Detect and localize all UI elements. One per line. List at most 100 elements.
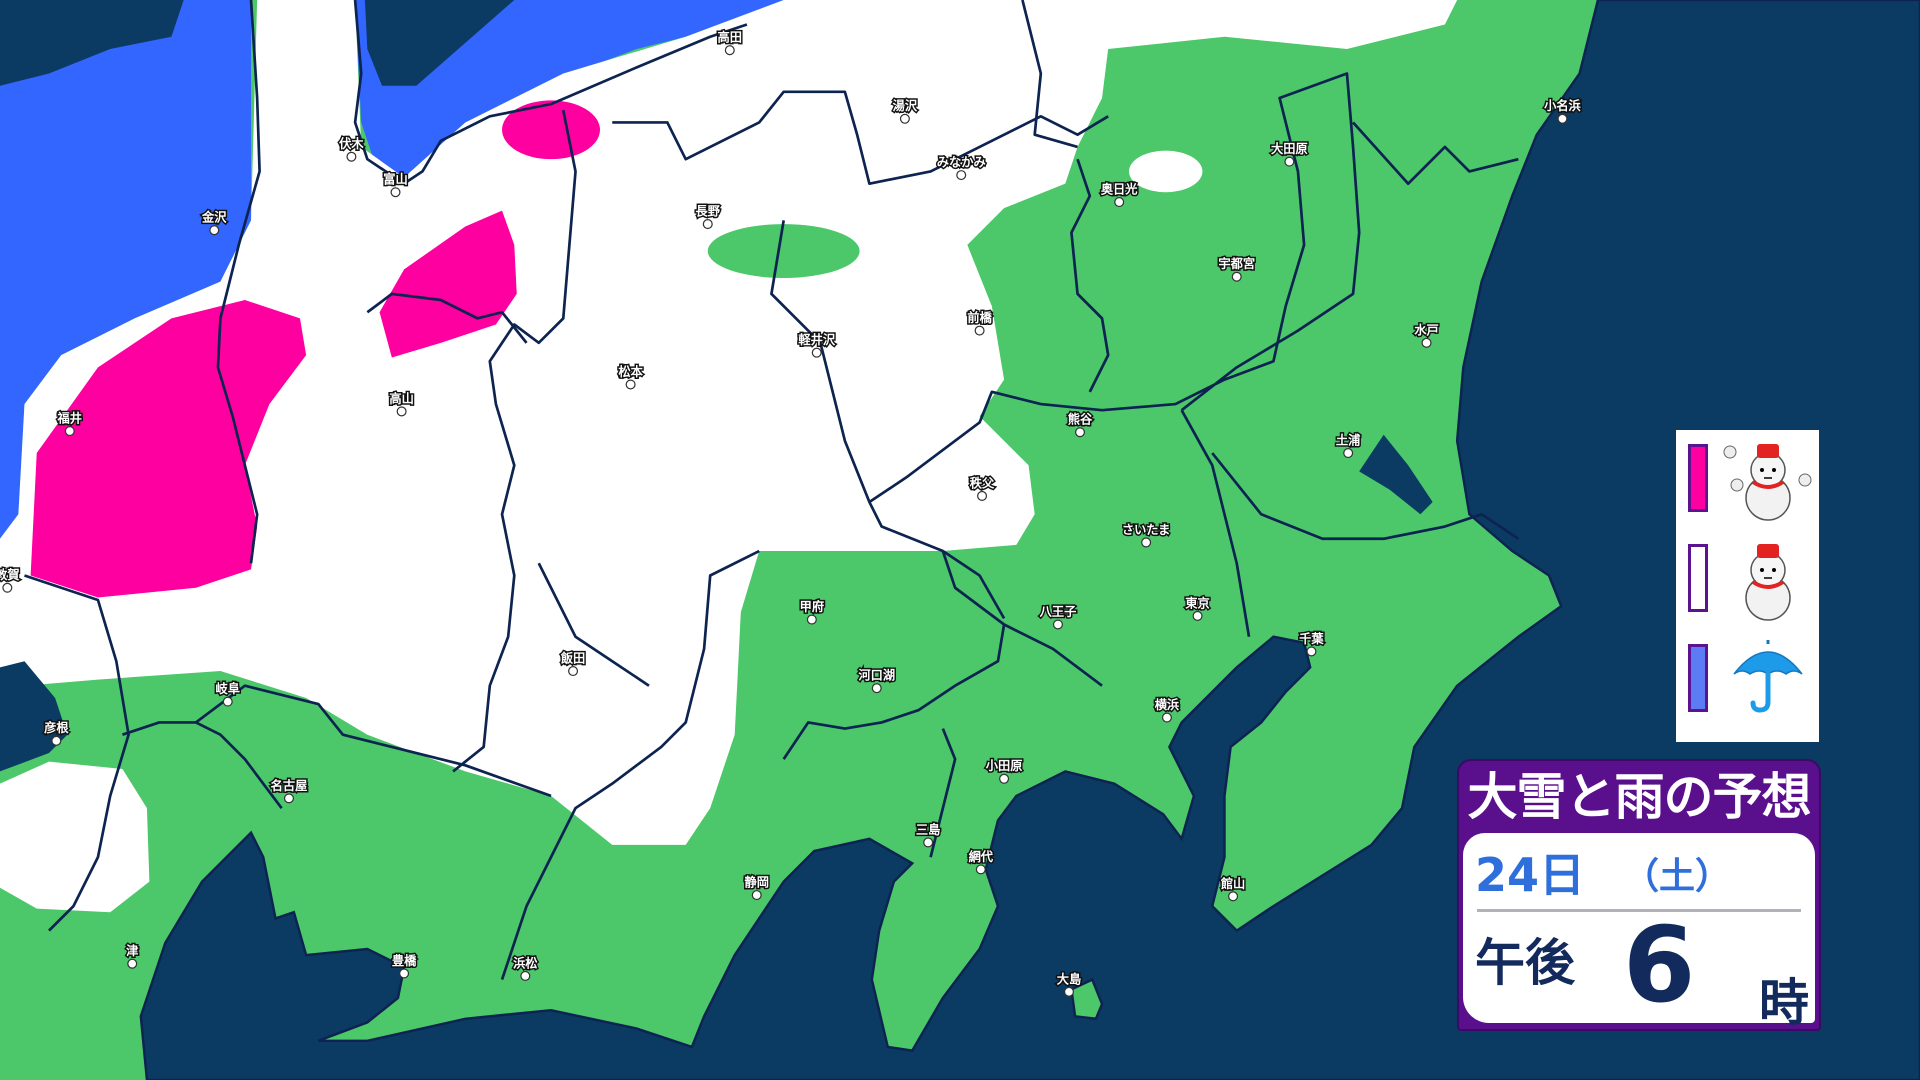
city-dot xyxy=(871,683,882,694)
city-marker: 大田原 xyxy=(1270,140,1309,167)
city-dot xyxy=(625,379,636,390)
city-dot xyxy=(1228,891,1239,902)
oshima-island xyxy=(1070,977,1104,1021)
kasumigaura-lake xyxy=(1359,434,1433,515)
city-label: 浜松 xyxy=(513,955,538,970)
city-dot xyxy=(399,968,410,979)
city-marker: 水戸 xyxy=(1413,321,1440,348)
rain-area-nagano xyxy=(707,224,860,278)
city-label: 奥日光 xyxy=(1100,181,1138,196)
city-dot xyxy=(1141,537,1152,548)
city-dot xyxy=(2,582,13,593)
city-marker: さいたま xyxy=(1120,521,1172,548)
city-marker: 土浦 xyxy=(1334,431,1362,459)
umbrella-icon xyxy=(1733,640,1803,713)
city-label: 湯沢 xyxy=(893,98,918,113)
divider xyxy=(1477,909,1801,912)
city-dot xyxy=(390,187,401,198)
city-dot xyxy=(956,170,967,181)
city-label: 岐阜 xyxy=(216,681,240,696)
city-marker: みなかみ xyxy=(935,154,987,181)
city-label: 富山 xyxy=(383,172,407,187)
city-marker: 横浜 xyxy=(1153,696,1181,723)
sea-area-north-west xyxy=(0,0,184,86)
city-label: 高田 xyxy=(718,30,742,45)
city-marker: 熊谷 xyxy=(1066,410,1094,438)
city-dot xyxy=(1284,156,1295,167)
city-dot xyxy=(1052,619,1063,630)
city-label: 伏木 xyxy=(339,136,364,151)
city-dot xyxy=(51,735,62,746)
heavy-snow-area-fukui xyxy=(30,300,307,598)
city-label: 長野 xyxy=(696,204,721,219)
city-marker: 彦根 xyxy=(43,719,71,746)
city-dot xyxy=(1063,986,1075,997)
rain-area-west xyxy=(0,0,252,539)
city-label: 彦根 xyxy=(44,720,69,735)
sea-area-toyama xyxy=(364,0,515,86)
city-marker: 伏木 xyxy=(338,135,366,162)
city-dot xyxy=(209,225,220,236)
city-marker: 河口湖 xyxy=(857,666,897,694)
city-marker: 金沢 xyxy=(200,208,229,236)
city-marker: 秩父 xyxy=(968,474,997,501)
city-label: 津 xyxy=(126,943,138,958)
snowman-icon xyxy=(1745,544,1791,621)
forecast-weekday: （土） xyxy=(1623,856,1732,897)
city-label: 館山 xyxy=(1221,876,1245,891)
city-label: 小田原 xyxy=(986,758,1023,773)
city-dot xyxy=(806,614,817,625)
city-dot xyxy=(346,151,357,162)
legend-swatch-snow xyxy=(1688,544,1708,612)
city-label: 福井 xyxy=(57,410,82,425)
city-marker: 甲府 xyxy=(798,598,826,625)
city-label: 宇都宮 xyxy=(1218,256,1255,271)
city-marker: 千葉 xyxy=(1298,629,1326,657)
city-marker: 名古屋 xyxy=(269,776,309,804)
city-label: 網代 xyxy=(969,849,994,864)
city-marker: 小名浜 xyxy=(1543,97,1583,124)
forecast-hour-unit: 時 xyxy=(1759,974,1809,1032)
city-marker: 館山 xyxy=(1219,874,1247,902)
forecast-time-panel: 24日 （土） 午後 6 時 xyxy=(1463,833,1815,1032)
city-marker: 長野 xyxy=(694,202,722,230)
city-marker: 前橋 xyxy=(966,309,994,336)
city-dot xyxy=(899,113,910,124)
city-dot xyxy=(1557,113,1568,124)
city-marker: 浜松 xyxy=(512,954,540,981)
snow-area-nikko xyxy=(1128,150,1203,193)
forecast-date: 24日 xyxy=(1475,848,1586,902)
city-label: さいたま xyxy=(1122,523,1171,537)
city-label: 横浜 xyxy=(1155,697,1180,712)
city-marker: 高山 xyxy=(388,389,415,417)
city-marker: 東京 xyxy=(1184,594,1211,621)
city-label: 前橋 xyxy=(967,310,992,325)
city-label: 名古屋 xyxy=(271,778,308,793)
city-marker: 敦賀 xyxy=(0,566,22,593)
biwa-lake xyxy=(0,661,68,772)
forecast-title: 大雪と雨の予想 xyxy=(1467,768,1812,826)
snowman-heavy-snow-icon xyxy=(1723,444,1812,521)
city-label: 八王子 xyxy=(1039,605,1077,619)
city-marker: 奥日光 xyxy=(1098,180,1139,208)
city-dot xyxy=(923,837,934,848)
city-label: 飯田 xyxy=(560,650,585,665)
city-label: 静岡 xyxy=(744,875,768,890)
city-marker: 富山 xyxy=(382,170,409,198)
forecast-info-box: 大雪と雨の予想 24日 （土） 午後 6 時 xyxy=(1457,759,1821,1032)
heavy-snow-area-gifu xyxy=(379,210,517,358)
city-dot xyxy=(999,773,1010,784)
city-dot xyxy=(127,958,138,969)
heavy-snow-area-niigata xyxy=(502,100,600,160)
city-label: 熊谷 xyxy=(1068,412,1093,427)
city-label: 大田原 xyxy=(1271,141,1308,156)
city-dot xyxy=(1343,448,1354,459)
city-dot xyxy=(396,406,407,417)
city-marker: 軽井沢 xyxy=(797,331,837,358)
city-marker: 大島 xyxy=(1055,970,1083,997)
city-dot xyxy=(64,425,75,437)
city-dot xyxy=(568,666,579,677)
city-marker: 福井 xyxy=(55,409,84,437)
city-dot xyxy=(974,325,985,336)
city-marker: 飯田 xyxy=(558,649,587,677)
